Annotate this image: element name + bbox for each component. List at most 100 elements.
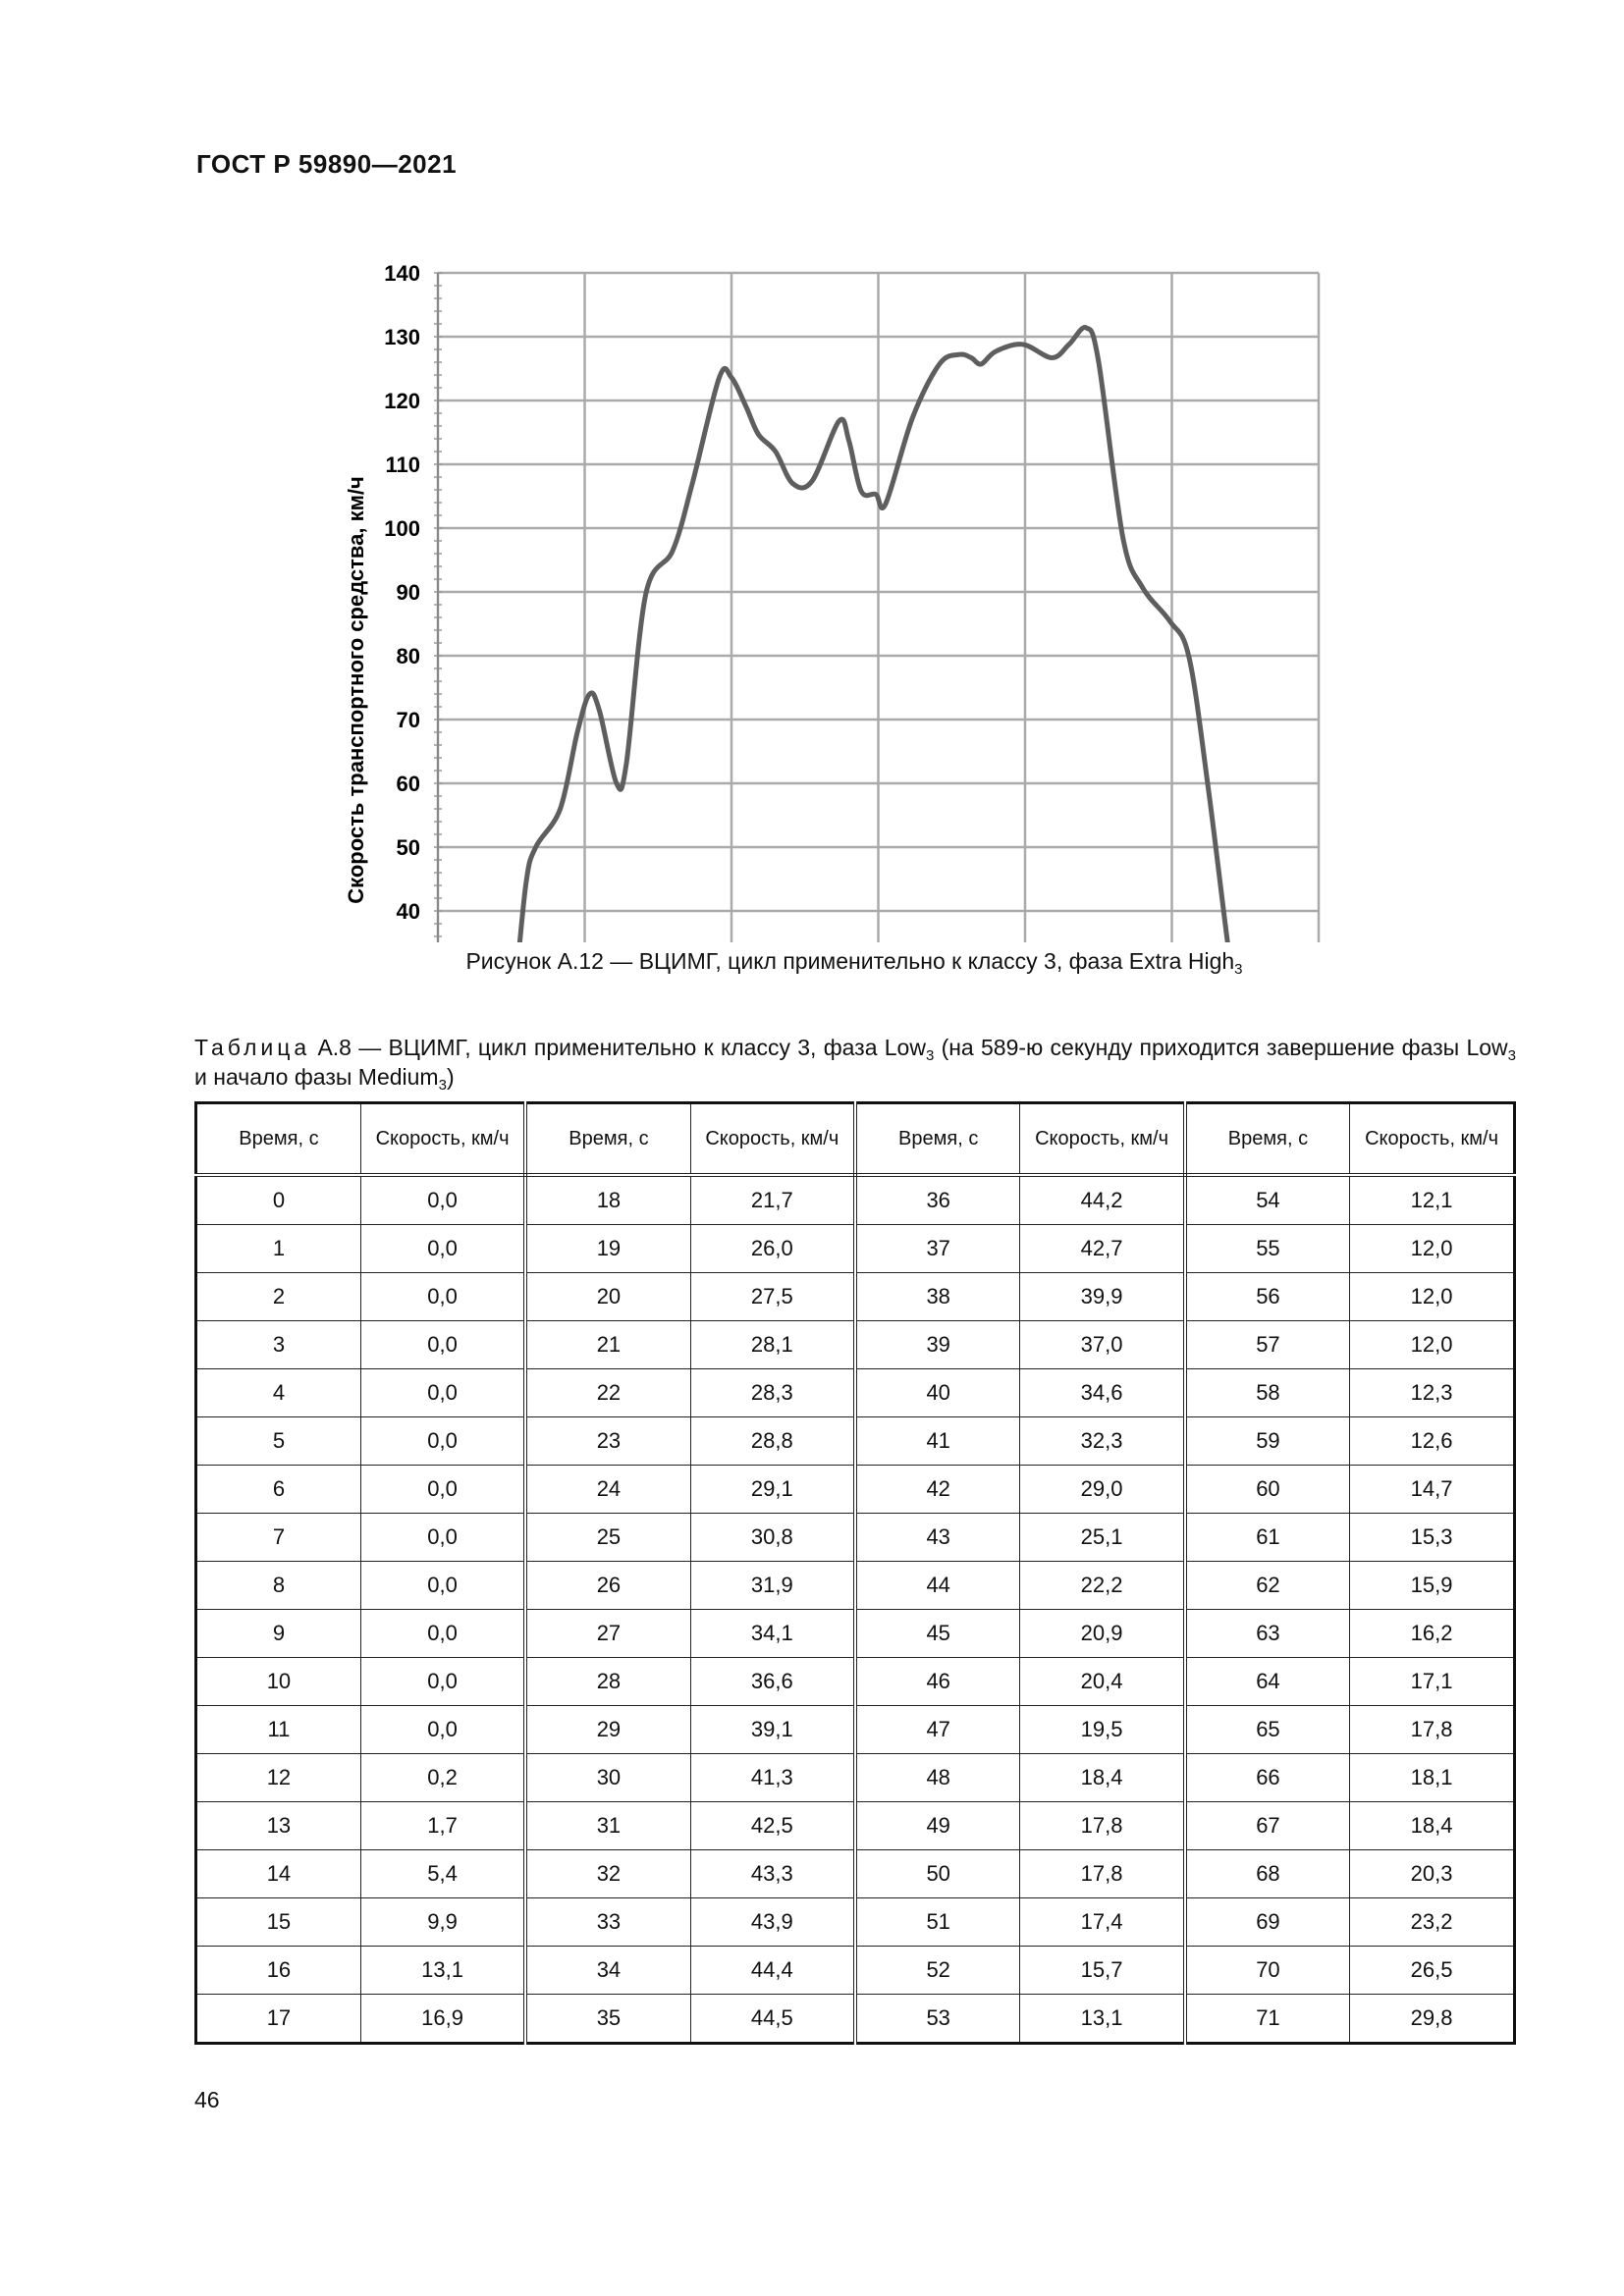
time-cell: 69: [1184, 1897, 1351, 1947]
table-row: 9 0,0 27 34,1 45 20,9 63 16,2: [195, 1609, 1515, 1658]
speed-cell: 28,1: [689, 1320, 857, 1369]
time-cell: 18: [524, 1174, 691, 1225]
speed-cell: 29,1: [689, 1465, 857, 1514]
time-cell: 23: [524, 1416, 691, 1466]
series-line: [516, 325, 1230, 942]
table-row: 6 0,0 24 29,1 42 29,0 60 14,7: [195, 1465, 1515, 1514]
time-cell: 7: [195, 1513, 361, 1562]
column-header-speed: Скорость, км/ч: [359, 1102, 528, 1177]
speed-cell: 25,1: [1019, 1513, 1187, 1562]
speed-chart: 0102030405060708090100110120130140146015…: [344, 261, 1321, 942]
time-cell: 57: [1184, 1320, 1351, 1369]
caption-text: Рисунок А.12 — ВЦИМГ, цикл применительно…: [465, 948, 1235, 974]
time-cell: 42: [854, 1465, 1021, 1514]
speed-cell: 29,8: [1349, 1994, 1515, 2044]
time-cell: 12: [195, 1753, 361, 1802]
speed-cell: 42,5: [689, 1801, 857, 1850]
speed-cell: 20,9: [1019, 1609, 1187, 1658]
speed-cell: 19,5: [1019, 1705, 1187, 1754]
speed-cell: 14,7: [1349, 1465, 1515, 1514]
table-row: 12 0,2 30 41,3 48 18,4 66 18,1: [195, 1753, 1515, 1802]
speed-cell: 12,6: [1349, 1416, 1515, 1466]
table-row: 1 0,0 19 26,0 37 42,7 55 12,0: [195, 1224, 1515, 1273]
time-cell: 21: [524, 1320, 691, 1369]
speed-cell: 28,3: [689, 1368, 857, 1417]
column-header-time: Время, с: [854, 1102, 1021, 1177]
time-cell: 58: [1184, 1368, 1351, 1417]
time-cell: 17: [195, 1994, 361, 2044]
time-cell: 39: [854, 1320, 1021, 1369]
speed-cell: 0,0: [359, 1224, 528, 1273]
table-row: 4 0,0 22 28,3 40 34,6 58 12,3: [195, 1368, 1515, 1417]
speed-cell: 26,5: [1349, 1946, 1515, 1995]
y-tick-label: 120: [384, 389, 420, 413]
speed-cell: 31,9: [689, 1561, 857, 1610]
table-title: Таблица А.8 — ВЦИМГ, цикл применительно …: [194, 1033, 1516, 1093]
time-cell: 33: [524, 1897, 691, 1947]
speed-cell: 16,2: [1349, 1609, 1515, 1658]
speed-cell: 37,0: [1019, 1320, 1187, 1369]
table-row: 13 1,7 31 42,5 49 17,8 67 18,4: [195, 1801, 1515, 1850]
speed-cell: 5,4: [359, 1849, 528, 1898]
speed-cell: 43,9: [689, 1897, 857, 1947]
table-row: 2 0,0 20 27,5 38 39,9 56 12,0: [195, 1272, 1515, 1321]
speed-cell: 13,1: [1019, 1994, 1187, 2044]
speed-cell: 39,9: [1019, 1272, 1187, 1321]
time-cell: 29: [524, 1705, 691, 1754]
speed-cell: 0,0: [359, 1174, 528, 1225]
time-cell: 53: [854, 1994, 1021, 2044]
time-cell: 64: [1184, 1657, 1351, 1706]
speed-cell: 0,0: [359, 1368, 528, 1417]
speed-cell: 0,0: [359, 1561, 528, 1610]
y-tick-label: 40: [397, 899, 420, 924]
speed-cell: 44,5: [689, 1994, 857, 2044]
time-cell: 54: [1184, 1174, 1351, 1225]
time-cell: 70: [1184, 1946, 1351, 1995]
speed-cell: 12,1: [1349, 1174, 1515, 1225]
time-cell: 41: [854, 1416, 1021, 1466]
speed-cell: 18,4: [1349, 1801, 1515, 1850]
speed-cell: 32,3: [1019, 1416, 1187, 1466]
speed-cell: 17,8: [1019, 1849, 1187, 1898]
time-cell: 65: [1184, 1705, 1351, 1754]
table-title-text: (на 589-ю секунду приходится завершение …: [934, 1035, 1508, 1060]
speed-cell: 0,0: [359, 1705, 528, 1754]
time-cell: 24: [524, 1465, 691, 1514]
speed-cell: 29,0: [1019, 1465, 1187, 1514]
time-cell: 46: [854, 1657, 1021, 1706]
speed-cell: 22,2: [1019, 1561, 1187, 1610]
time-cell: 35: [524, 1994, 691, 2044]
time-cell: 0: [195, 1174, 361, 1225]
speed-cell: 43,3: [689, 1849, 857, 1898]
speed-cell: 36,6: [689, 1657, 857, 1706]
speed-cell: 17,1: [1349, 1657, 1515, 1706]
speed-cell: 0,0: [359, 1320, 528, 1369]
speed-cell: 44,2: [1019, 1174, 1187, 1225]
speed-cell: 12,3: [1349, 1368, 1515, 1417]
time-cell: 50: [854, 1849, 1021, 1898]
time-cell: 66: [1184, 1753, 1351, 1802]
time-cell: 19: [524, 1224, 691, 1273]
time-cell: 43: [854, 1513, 1021, 1562]
speed-cell: 16,9: [359, 1994, 528, 2044]
speed-cell: 12,0: [1349, 1320, 1515, 1369]
y-tick-label: 50: [397, 835, 420, 860]
y-tick-label: 80: [397, 644, 420, 668]
speed-cell: 1,7: [359, 1801, 528, 1850]
time-cell: 30: [524, 1753, 691, 1802]
speed-cell: 28,8: [689, 1416, 857, 1466]
speed-cell: 17,4: [1019, 1897, 1187, 1947]
time-cell: 36: [854, 1174, 1021, 1225]
table-row: 15 9,9 33 43,9 51 17,4 69 23,2: [195, 1897, 1515, 1947]
table-row: 8 0,0 26 31,9 44 22,2 62 15,9: [195, 1561, 1515, 1610]
time-cell: 52: [854, 1946, 1021, 1995]
speed-cell: 44,4: [689, 1946, 857, 1995]
time-cell: 14: [195, 1849, 361, 1898]
speed-cell: 0,2: [359, 1753, 528, 1802]
time-cell: 34: [524, 1946, 691, 1995]
time-cell: 8: [195, 1561, 361, 1610]
time-cell: 63: [1184, 1609, 1351, 1658]
time-cell: 55: [1184, 1224, 1351, 1273]
speed-cell: 0,0: [359, 1272, 528, 1321]
speed-cell: 0,0: [359, 1465, 528, 1514]
